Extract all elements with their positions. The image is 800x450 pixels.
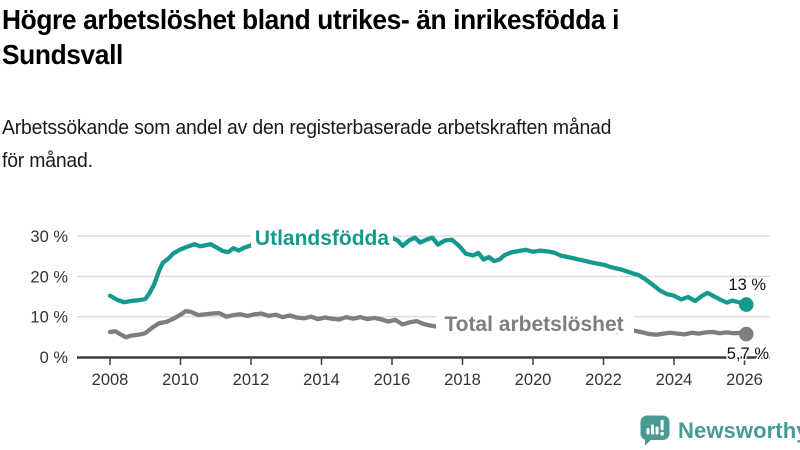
- series-label: Utlandsfödda: [255, 227, 389, 250]
- x-tick-label: 2016: [374, 371, 411, 389]
- x-tick-label: 2012: [233, 371, 270, 389]
- series-end-label: 13 %: [728, 276, 766, 294]
- y-tick-label: 30 %: [30, 228, 68, 246]
- x-tick-label: 2024: [656, 371, 693, 389]
- x-tick-label: 2014: [303, 371, 340, 389]
- series-end-label: 5,7 %: [727, 345, 770, 363]
- newsworthy-wordmark: Newsworthy: [678, 417, 800, 443]
- x-tick-label: 2022: [585, 371, 622, 389]
- x-tick-label: 2018: [444, 371, 481, 389]
- y-tick-label: 0 %: [40, 349, 69, 367]
- chart-subtitle: Arbetssökande som andel av den registerb…: [2, 117, 612, 172]
- series-line: [107, 308, 749, 340]
- x-tick-label: 2010: [162, 371, 199, 389]
- x-tick-label: 2026: [726, 371, 763, 389]
- y-tick-label: 10 %: [30, 309, 68, 327]
- newsworthy-logo: Newsworthy: [640, 415, 800, 446]
- chart-title: Högre arbetslöshet bland utrikes- än inr…: [2, 4, 620, 70]
- series-label-background: [251, 223, 393, 247]
- series-label: Total arbetslöshet: [444, 313, 623, 336]
- line-chart-svg: 0 % 10 % 20 % 30 % 2008 2010 2012 2014 2016 2018 2…: [30, 223, 771, 389]
- x-tick-label: 2020: [515, 371, 552, 389]
- series-label-background: [436, 312, 634, 333]
- y-tick-label: 20 %: [30, 268, 68, 286]
- series-end-dot: [738, 326, 754, 342]
- newsworthy-icon: [640, 415, 670, 446]
- x-tick-label: 2008: [92, 371, 129, 389]
- series-end-dot: [738, 297, 754, 312]
- series-line: [107, 233, 749, 307]
